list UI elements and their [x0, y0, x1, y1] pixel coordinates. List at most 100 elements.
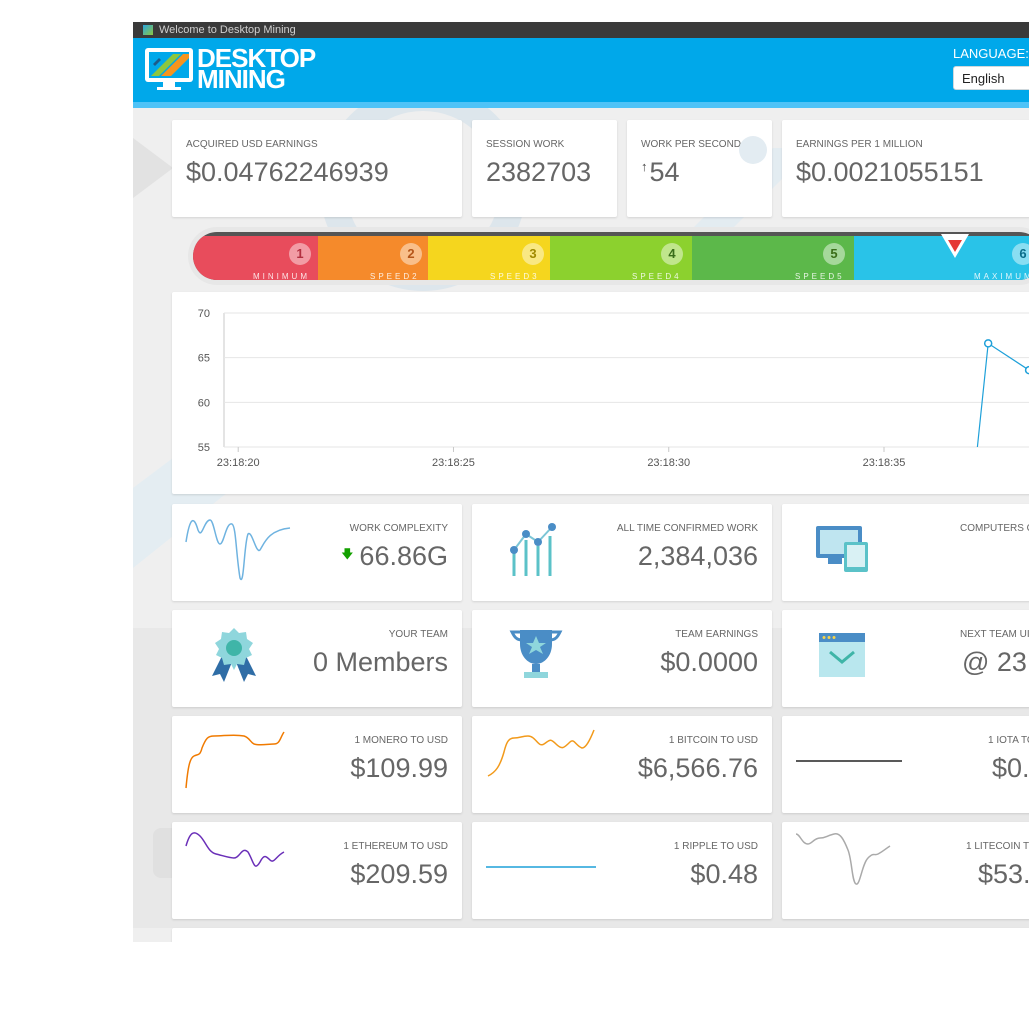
- speed-selector: 1 MINIMUM 2 SPEED2 3 SPEED3 4 SPEED4 5 S…: [188, 227, 1029, 285]
- chart-series-line: [976, 342, 1029, 448]
- iota-sparkline: [796, 760, 902, 762]
- tile-partial-bottom: [172, 928, 1029, 942]
- speed-level-label: MINIMUM: [253, 272, 310, 280]
- tile-ethereum: 1 ETHEREUM TO USD $209.59: [172, 822, 462, 919]
- tile-next-team: NEXT TEAM UI @ 23:: [782, 610, 1029, 707]
- speed-level-label: MAXIMUM: [974, 272, 1029, 280]
- tile-value-row: 🡇 66.86G: [341, 541, 448, 572]
- speed-level-label: SPEED3: [490, 272, 540, 280]
- tile-label: COMPUTERS O: [960, 523, 1029, 534]
- speed-level-label: SPEED5: [795, 272, 845, 280]
- tile-value: 0 Members: [312, 647, 448, 677]
- speed-level-number: 2: [400, 243, 422, 265]
- app-window: Welcome to Desktop Mining DESKTOP MINING…: [133, 22, 1029, 942]
- tile-ripple: 1 RIPPLE TO USD $0.48: [472, 822, 772, 919]
- speed-level-1[interactable]: 1 MINIMUM: [193, 236, 318, 280]
- tile-team-earnings: TEAM EARNINGS $0.0000: [472, 610, 772, 707]
- chart-point: [983, 339, 993, 348]
- tile-label: 1 BITCOIN TO USD: [668, 735, 758, 746]
- speed-level-label: SPEED4: [632, 272, 682, 280]
- monitor-logo-icon: [145, 48, 193, 90]
- stat-card-earnings-per-million: EARNINGS PER 1 MILLION $0.0021055151: [782, 120, 1029, 217]
- tile-value: $209.59: [350, 859, 448, 889]
- tile-label: ALL TIME CONFIRMED WORK: [616, 523, 758, 534]
- chart-y-tick-label: 60: [198, 397, 210, 409]
- header-strip: [133, 102, 1029, 108]
- monero-sparkline: [185, 731, 285, 789]
- stat-card-work-per-second: WORK PER SECOND ↑54: [627, 120, 772, 217]
- header: DESKTOP MINING LANGUAGE: English: [133, 38, 1029, 102]
- tile-work-complexity: WORK COMPLEXITY 🡇 66.86G: [172, 504, 462, 601]
- tile-label: 1 IOTA TO: [988, 735, 1029, 746]
- ripple-sparkline: [486, 866, 596, 868]
- stat-value: 2382703: [486, 157, 592, 187]
- browser-window-icon: [819, 633, 865, 677]
- tile-label: NEXT TEAM UI: [960, 629, 1029, 640]
- window-titlebar: Welcome to Desktop Mining: [133, 22, 1029, 38]
- stat-card-session-work: SESSION WORK 2382703: [472, 120, 617, 217]
- tile-label: 1 MONERO TO USD: [354, 735, 448, 746]
- chart-x-tick-label: 23:18:25: [432, 457, 475, 469]
- tile-value: $0.48: [690, 859, 758, 889]
- stat-label: WORK PER SECOND: [641, 139, 742, 150]
- speed-level-4[interactable]: 4 SPEED4: [550, 236, 692, 280]
- tile-monero: 1 MONERO TO USD $109.99: [172, 716, 462, 813]
- chart-y-tick-label: 65: [198, 353, 210, 365]
- ethereum-sparkline: [185, 832, 285, 867]
- tile-your-team: YOUR TEAM 0 Members: [172, 610, 462, 707]
- bar-chart-icon: [510, 523, 556, 576]
- litecoin-sparkline: [795, 832, 891, 885]
- stat-label: SESSION WORK: [486, 139, 565, 150]
- tile-iota: 1 IOTA TO $0.: [782, 716, 1029, 813]
- tile-label: 1 ETHEREUM TO USD: [343, 841, 448, 852]
- speed-level-label: SPEED2: [370, 272, 420, 280]
- stat-value: 54: [649, 157, 680, 187]
- stat-value: $0.04762246939: [186, 157, 389, 187]
- arrow-down-icon: 🡇: [341, 547, 354, 561]
- speed-level-5[interactable]: 5 SPEED5: [692, 236, 854, 280]
- tile-bitcoin: 1 BITCOIN TO USD $6,566.76: [472, 716, 772, 813]
- tile-value: $53.: [978, 859, 1029, 889]
- stat-value-row: ↑54: [641, 157, 680, 188]
- chart-x-tick-label: 23:18:20: [217, 457, 260, 469]
- speed-track: 1 MINIMUM 2 SPEED2 3 SPEED3 4 SPEED4 5 S…: [193, 232, 1029, 280]
- language-label: LANGUAGE:: [953, 46, 1029, 61]
- chart-y-tick-label: 70: [198, 308, 210, 320]
- chart-y-tick-label: 55: [198, 442, 210, 454]
- arrow-up-icon: ↑: [641, 159, 648, 174]
- speed-slider-handle[interactable]: [940, 232, 970, 260]
- window-title: Welcome to Desktop Mining: [159, 24, 296, 36]
- tile-value: 66.86G: [359, 541, 448, 571]
- work-chart: 70 65 60 55 23:18:20 23:18:25 23:18:30 23:18:3…: [172, 292, 1029, 494]
- chart-x-tick-label: 23:18:30: [647, 457, 690, 469]
- logo-text: DESKTOP MINING: [197, 43, 316, 94]
- trophy-icon: [509, 630, 563, 678]
- speed-level-3[interactable]: 3 SPEED3: [428, 236, 550, 280]
- work-complexity-sparkline: [185, 519, 291, 581]
- tile-label: 1 LITECOIN TO: [966, 841, 1029, 852]
- tile-label: 1 RIPPLE TO USD: [673, 841, 758, 852]
- tile-all-time-work: ALL TIME CONFIRMED WORK 2,384,036: [472, 504, 772, 601]
- speed-level-6[interactable]: 6 MAXIMUM: [854, 236, 1029, 280]
- tile-label: WORK COMPLEXITY: [349, 523, 448, 534]
- chart-x-tick-label: 23:18:35: [863, 457, 906, 469]
- logo: DESKTOP MINING: [143, 44, 333, 94]
- speed-level-number: 4: [661, 243, 683, 265]
- chart-point: [1024, 365, 1029, 375]
- stat-label: ACQUIRED USD EARNINGS: [186, 139, 318, 150]
- tile-value: $0.0000: [660, 647, 758, 677]
- stat-card-earnings: ACQUIRED USD EARNINGS $0.04762246939: [172, 120, 462, 217]
- computers-icon: [816, 526, 868, 572]
- tile-value: $0.: [992, 753, 1029, 783]
- logo-line-1: DESKTOP: [197, 43, 316, 73]
- tile-value: 2,384,036: [637, 541, 758, 571]
- logo-line-2: MINING: [197, 64, 286, 94]
- stat-label: EARNINGS PER 1 MILLION: [796, 139, 923, 150]
- tile-label: YOUR TEAM: [388, 629, 448, 640]
- tile-value: @ 23:: [962, 647, 1029, 677]
- speed-level-2[interactable]: 2 SPEED2: [318, 236, 428, 280]
- award-ribbon-icon: [212, 628, 256, 682]
- app-icon: [143, 25, 153, 35]
- tile-computers-online: COMPUTERS O: [782, 504, 1029, 601]
- language-select[interactable]: English: [953, 66, 1029, 90]
